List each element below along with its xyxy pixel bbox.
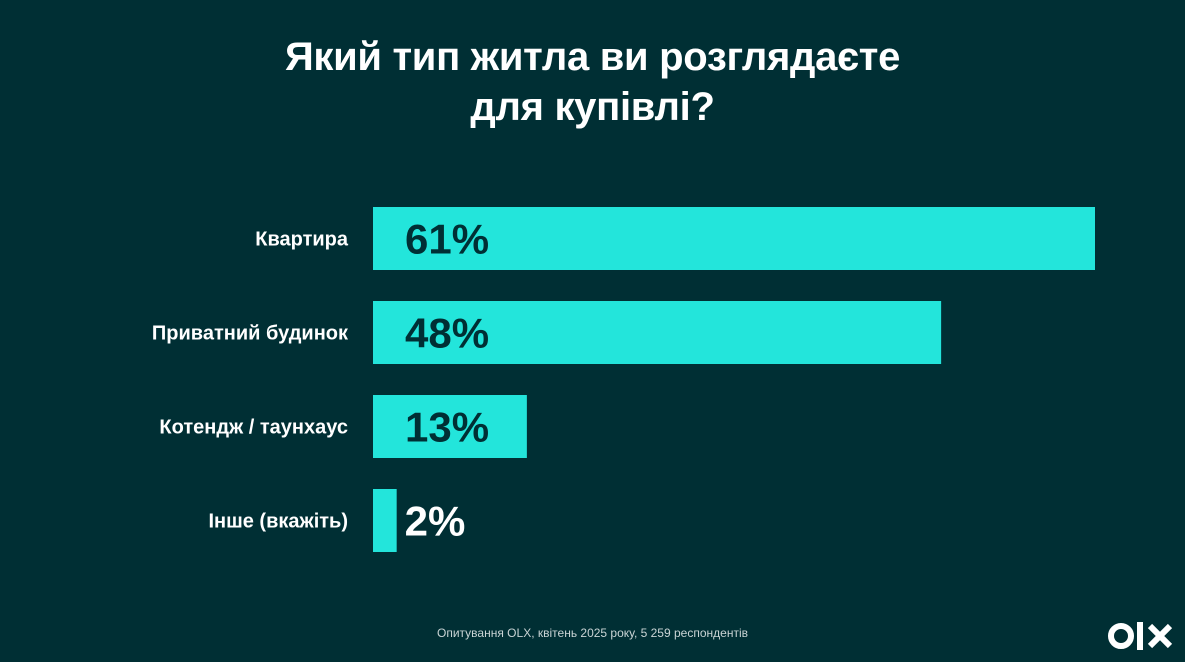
title-line-1: Який тип житла ви розглядаєте xyxy=(284,35,901,79)
category-label-2: Котендж / таунхаус xyxy=(159,417,348,439)
chart-title: Який тип житла ви розглядаєте для купівл… xyxy=(0,32,1185,132)
olx-logo xyxy=(1108,616,1178,656)
title-line-2: для купівлі? xyxy=(470,85,715,129)
source-footnote: Опитування OLX, квітень 2025 року, 5 259… xyxy=(437,626,748,640)
bar-3 xyxy=(373,489,397,552)
value-label-0: 61% xyxy=(405,216,489,263)
bar-1 xyxy=(373,301,942,364)
category-label-1: Приватний будинок xyxy=(152,323,349,345)
bar-2 xyxy=(373,395,527,458)
value-label-3: 2% xyxy=(405,498,466,545)
olx-logo-icon xyxy=(1108,622,1173,650)
bar-0 xyxy=(373,207,1095,270)
category-label-3: Інше (вкажіть) xyxy=(208,511,348,533)
category-label-0: Квартира xyxy=(255,229,349,251)
value-label-1: 48% xyxy=(405,310,489,357)
value-label-2: 13% xyxy=(405,404,489,451)
